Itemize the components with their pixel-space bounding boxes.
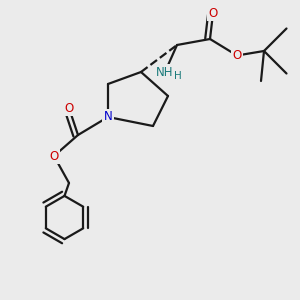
Text: H: H <box>174 70 182 81</box>
Text: O: O <box>232 49 242 62</box>
Text: O: O <box>208 7 217 20</box>
Text: O: O <box>64 101 74 115</box>
Text: NH: NH <box>156 65 174 79</box>
Text: N: N <box>103 110 112 124</box>
Text: O: O <box>50 149 58 163</box>
